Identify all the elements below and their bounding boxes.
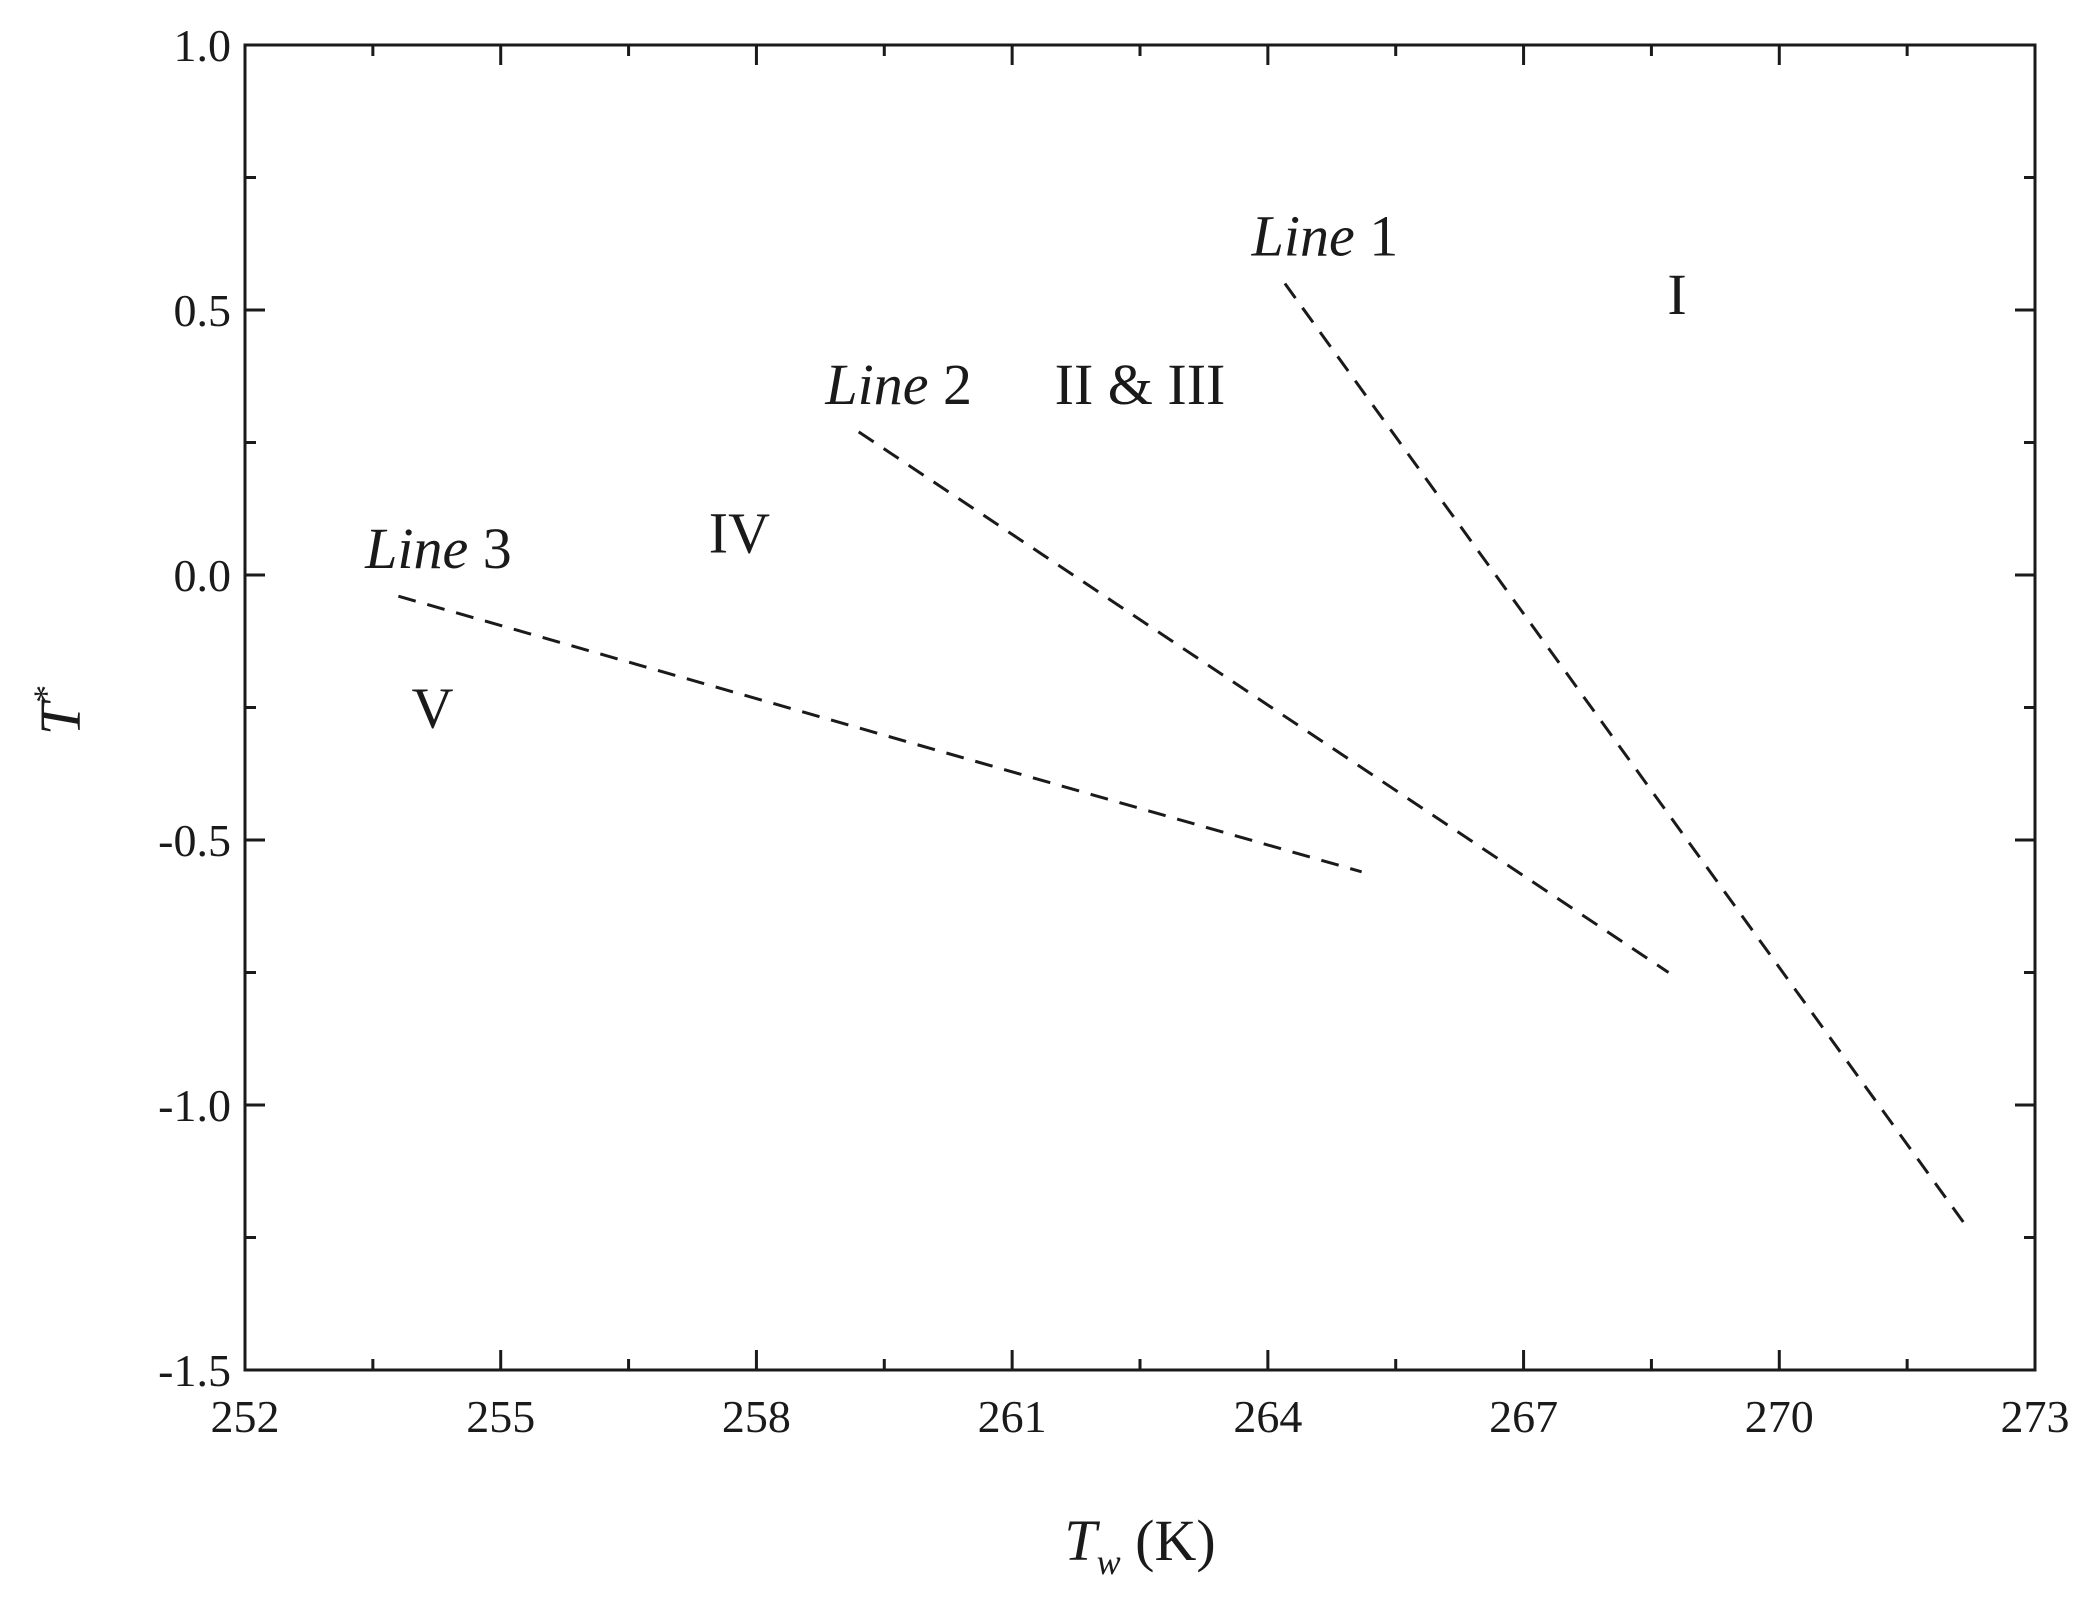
series-label: Line 2 xyxy=(824,352,972,417)
y-tick-label: -1.5 xyxy=(158,1345,231,1396)
series-label: Line 1 xyxy=(1251,204,1399,269)
series-lines xyxy=(397,282,1969,1228)
region-label: II & III xyxy=(1055,352,1226,417)
series-line xyxy=(1283,282,1969,1228)
y-tick-label: 0.0 xyxy=(174,550,232,601)
x-tick-label: 252 xyxy=(211,1391,280,1442)
plot-frame xyxy=(243,43,2037,1372)
x-tick-label: 273 xyxy=(2001,1391,2070,1442)
region-labels: I II & III IV V xyxy=(412,262,1687,740)
x-tick-label: 261 xyxy=(978,1391,1047,1442)
x-tick-label: 267 xyxy=(1489,1391,1558,1442)
y-tick-label: 0.5 xyxy=(174,285,232,336)
region-label: IV xyxy=(709,501,770,566)
x-tick-label: 270 xyxy=(1745,1391,1814,1442)
x-axis-label: Tw (K) xyxy=(1064,1508,1215,1582)
axis-tick-labels: 252 255 258 261 264 267 270 273 1.0 0.5 0.0 -0.5 -1.… xyxy=(158,20,2069,1442)
y-tick-label: -0.5 xyxy=(158,815,231,866)
region-label: V xyxy=(412,676,454,741)
y-axis-label: T* xyxy=(26,685,93,735)
axis-ticks xyxy=(243,43,2037,1372)
series-labels: Line 1 Line 2 Line 3 xyxy=(364,204,1398,582)
series-line xyxy=(397,594,1363,874)
y-tick-label: 1.0 xyxy=(174,20,232,71)
region-label: I xyxy=(1667,262,1686,327)
x-tick-label: 258 xyxy=(722,1391,791,1442)
x-tick-label: 255 xyxy=(466,1391,535,1442)
series-line xyxy=(857,430,1670,974)
x-tick-label: 264 xyxy=(1233,1391,1302,1442)
series-label: Line 3 xyxy=(364,516,512,581)
y-tick-label: -1.0 xyxy=(158,1080,231,1131)
